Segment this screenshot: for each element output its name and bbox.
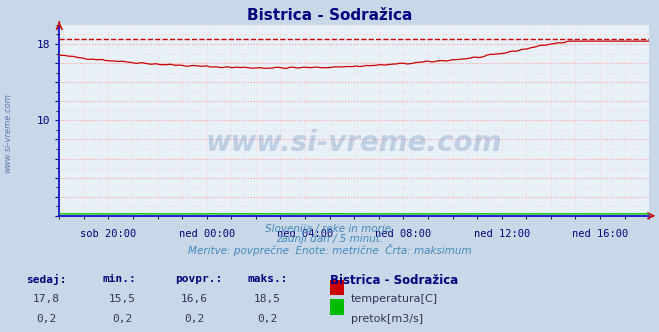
Text: 17,8: 17,8 [33, 294, 59, 304]
Text: 18,5: 18,5 [254, 294, 280, 304]
Text: 0,2: 0,2 [112, 314, 132, 324]
Text: zadnji dan / 5 minut.: zadnji dan / 5 minut. [276, 234, 383, 244]
Text: ned 00:00: ned 00:00 [179, 229, 235, 239]
Text: ned 12:00: ned 12:00 [474, 229, 530, 239]
Text: 0,2: 0,2 [185, 314, 204, 324]
Text: pretok[m3/s]: pretok[m3/s] [351, 314, 422, 324]
Text: www.si-vreme.com: www.si-vreme.com [206, 129, 502, 157]
Text: ned 08:00: ned 08:00 [375, 229, 432, 239]
Text: maks.:: maks.: [247, 274, 287, 284]
Text: temperatura[C]: temperatura[C] [351, 294, 438, 304]
Text: 16,6: 16,6 [181, 294, 208, 304]
Text: Bistrica - Sodražica: Bistrica - Sodražica [247, 8, 412, 23]
Text: Bistrica - Sodražica: Bistrica - Sodražica [330, 274, 458, 287]
Text: ned 04:00: ned 04:00 [277, 229, 333, 239]
Text: ned 16:00: ned 16:00 [572, 229, 628, 239]
Text: min.:: min.: [102, 274, 136, 284]
Text: Meritve: povprečne  Enote: metrične  Črta: maksimum: Meritve: povprečne Enote: metrične Črta:… [188, 244, 471, 256]
Text: sedaj:: sedaj: [26, 274, 67, 285]
Text: povpr.:: povpr.: [175, 274, 222, 284]
Text: 0,2: 0,2 [36, 314, 56, 324]
Text: www.si-vreme.com: www.si-vreme.com [3, 93, 13, 173]
Text: 0,2: 0,2 [257, 314, 277, 324]
Text: sob 20:00: sob 20:00 [80, 229, 136, 239]
Text: Slovenija / reke in morje.: Slovenija / reke in morje. [265, 224, 394, 234]
Text: 15,5: 15,5 [109, 294, 135, 304]
